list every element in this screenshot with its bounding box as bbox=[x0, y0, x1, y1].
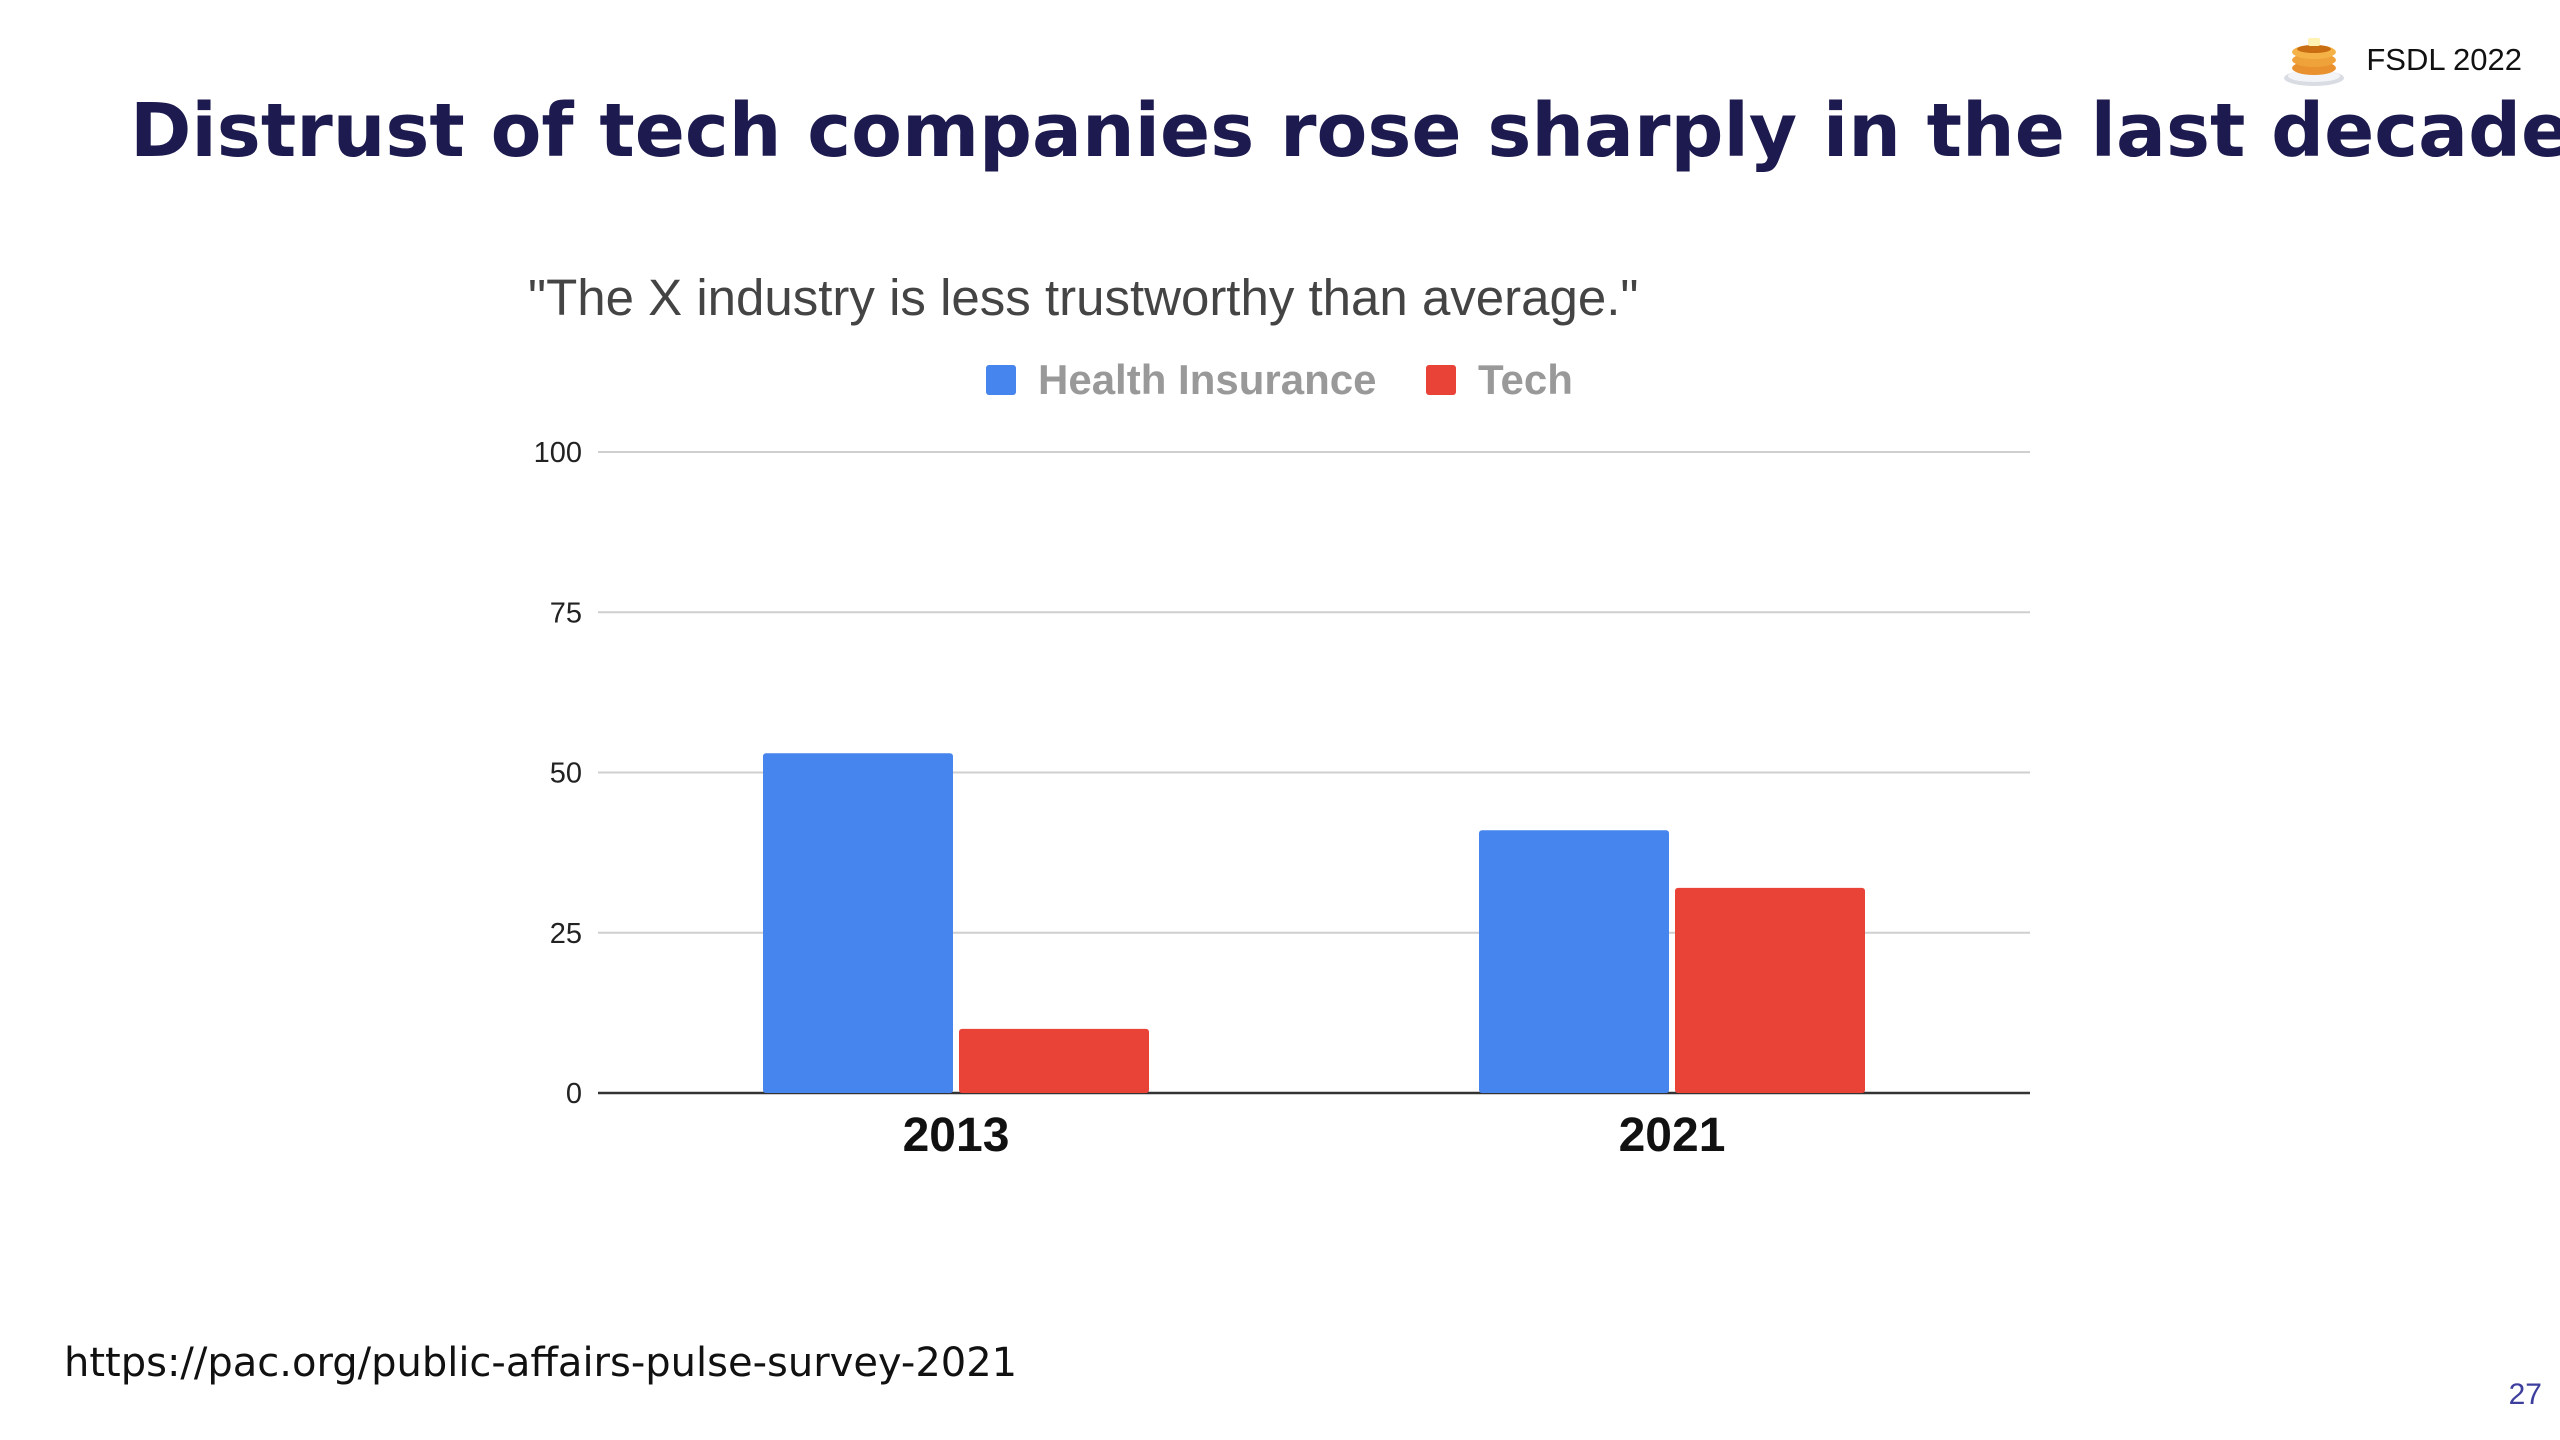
chart-title: "The X industry is less trustworthy than… bbox=[528, 269, 1639, 326]
slide-title: Distrust of tech companies rose sharply … bbox=[130, 88, 2560, 174]
bar-tech-2013 bbox=[959, 1028, 1149, 1093]
chart-legend: Health Insurance Tech bbox=[986, 356, 1573, 403]
source-link[interactable]: https://pac.org/public-affairs-pulse-sur… bbox=[64, 1340, 1018, 1386]
bar-health-insurance-2013 bbox=[763, 753, 953, 1093]
bar-tech-2021 bbox=[1675, 887, 1865, 1093]
pancake-logo-icon bbox=[2284, 38, 2345, 86]
brand-badge: FSDL 2022 bbox=[2282, 30, 2522, 90]
x-tick-label: 2021 bbox=[1619, 1109, 1726, 1162]
x-tick-label: 2013 bbox=[903, 1109, 1010, 1162]
legend-swatch-health-insurance bbox=[986, 365, 1016, 395]
legend-label: Tech bbox=[1478, 356, 1573, 403]
chart-x-axis-labels: 2013 2021 bbox=[903, 1109, 1726, 1162]
chart-bars bbox=[763, 753, 1865, 1093]
bar-health-insurance-2021 bbox=[1479, 830, 1669, 1093]
y-tick-label: 50 bbox=[550, 758, 582, 790]
y-tick-label: 75 bbox=[550, 597, 582, 629]
y-tick-label: 25 bbox=[550, 918, 582, 950]
legend-label: Health Insurance bbox=[1038, 356, 1376, 403]
legend-swatch-tech bbox=[1426, 365, 1456, 395]
brand-label: FSDL 2022 bbox=[2366, 42, 2522, 77]
y-tick-label: 100 bbox=[534, 437, 582, 469]
page-number: 27 bbox=[2508, 1378, 2542, 1411]
y-tick-label: 0 bbox=[566, 1078, 582, 1110]
